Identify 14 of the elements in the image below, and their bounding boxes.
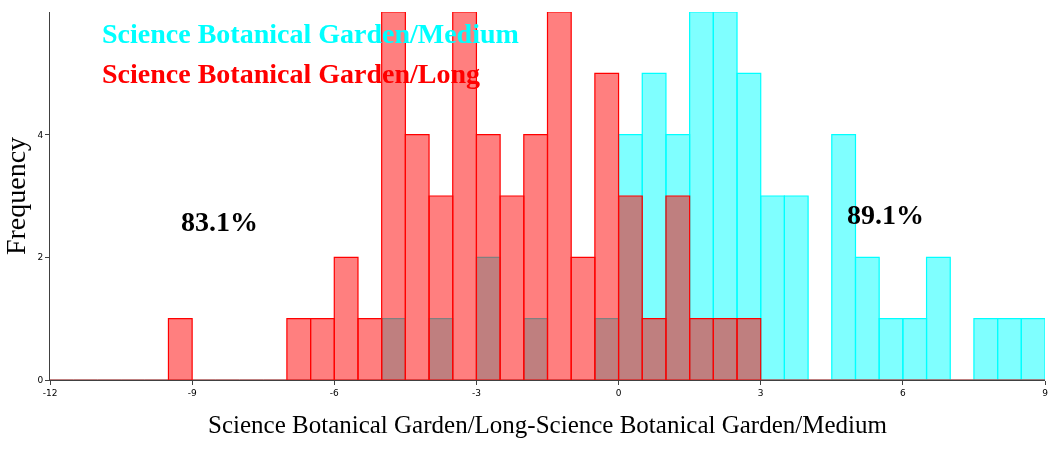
x-tick-label: 6 (899, 387, 906, 398)
x-tick-label: 9 (1042, 387, 1049, 398)
x-axis-title: Science Botanical Garden/Long-Science Botanical Garden/Medium (208, 410, 888, 438)
y-tick-label: 0 (37, 375, 44, 386)
annotation: 83.1% (181, 206, 258, 237)
x-tick-label: -12 (42, 387, 58, 398)
x-tick-label: -6 (329, 387, 340, 398)
x-tick-label: -3 (471, 387, 481, 398)
x-tick-label: 0 (615, 387, 622, 398)
y-tick-label: 2 (37, 252, 44, 263)
x-tick-label: -9 (187, 387, 197, 398)
y-axis-title: Frequency (0, 136, 31, 256)
y-tick-label: 4 (37, 129, 44, 140)
x-tick-label: 3 (757, 387, 764, 398)
